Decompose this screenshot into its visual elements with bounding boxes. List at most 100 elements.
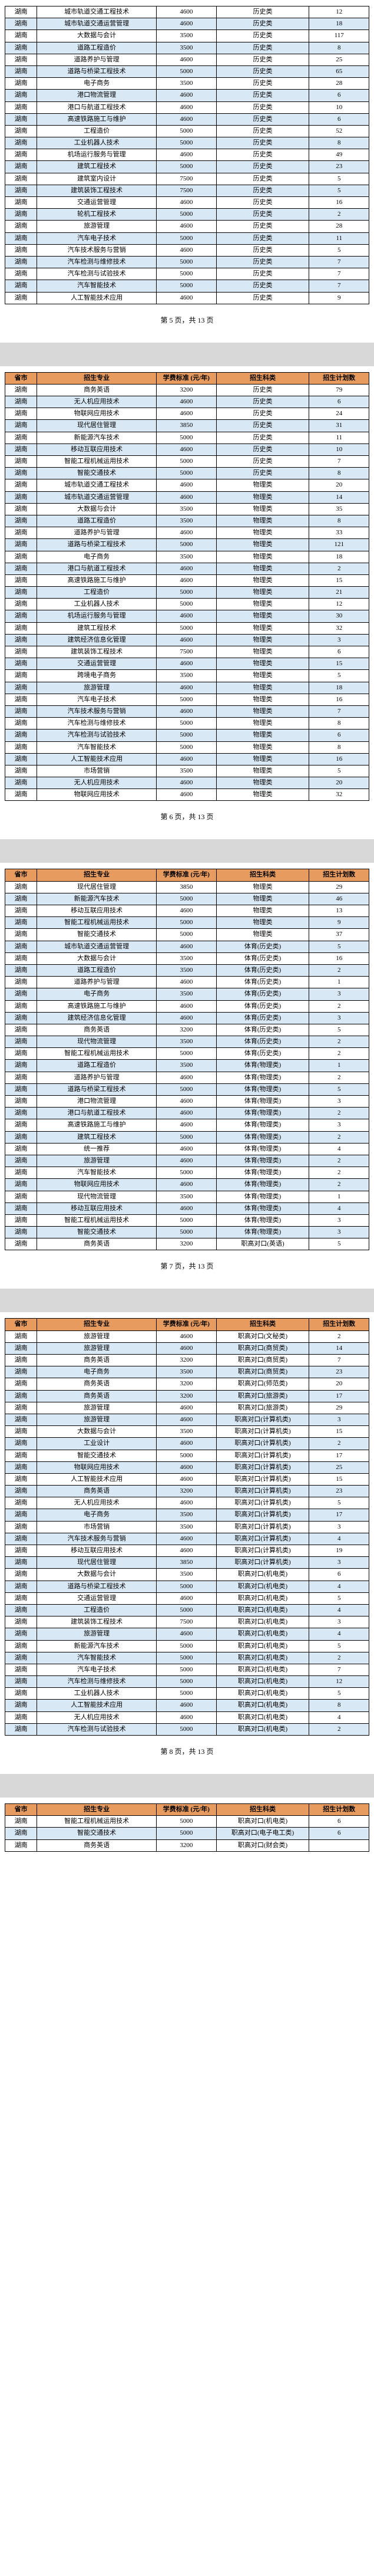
cell: 湖南 xyxy=(5,491,37,503)
cell: 体育(物理类) xyxy=(216,1083,309,1095)
cell: 机场运行服务与管理 xyxy=(37,149,157,161)
table-row: 湖南智能交通技术5000体育(物理类)3 xyxy=(5,1227,369,1238)
cell: 物理类 xyxy=(216,682,309,694)
cell: 79 xyxy=(309,384,369,396)
cell: 湖南 xyxy=(5,753,37,765)
cell: 18 xyxy=(309,18,369,30)
table-row: 湖南工业机器人技术5000职高对口(机电类)5 xyxy=(5,1688,369,1700)
cell: 智能工程机械运用技术 xyxy=(37,456,157,468)
header-major: 招生专业 xyxy=(37,372,157,384)
page-number: 第 6 页，共 13 页 xyxy=(5,811,369,822)
cell: 湖南 xyxy=(5,1711,37,1723)
table-row: 湖南旅游管理4600物理类18 xyxy=(5,682,369,694)
table-row: 湖南智能工程机械运用技术5000物理类9 xyxy=(5,917,369,929)
cell: 汽车检测与试验技术 xyxy=(37,268,157,280)
cell: 物理类 xyxy=(216,622,309,634)
cell: 汽车智能技术 xyxy=(37,1652,157,1664)
cell: 体育(物理类) xyxy=(216,1108,309,1119)
cell: 职高对口(机电类) xyxy=(216,1640,309,1652)
cell: 湖南 xyxy=(5,515,37,527)
cell: 湖南 xyxy=(5,1592,37,1604)
cell: 4600 xyxy=(157,101,216,113)
cell: 物理类 xyxy=(216,610,309,622)
table-row: 湖南旅游管理4600历史类28 xyxy=(5,221,369,232)
cell: 4600 xyxy=(157,396,216,408)
header-fee: 学费标准 (元/年) xyxy=(157,869,216,881)
cell: 新能源汽车技术 xyxy=(37,1640,157,1652)
cell: 28 xyxy=(309,221,369,232)
cell: 大数据与会计 xyxy=(37,1426,157,1438)
page: 湖南城市轨道交通工程技术4600历史类12湖南城市轨道交通运营管理4600历史类… xyxy=(0,0,374,343)
cell: 4600 xyxy=(157,682,216,694)
header-fee: 学费标准 (元/年) xyxy=(157,372,216,384)
cell: 职高对口(财会类) xyxy=(216,1839,309,1851)
cell: 职高对口(电子电工类) xyxy=(216,1828,309,1839)
cell: 4600 xyxy=(157,1000,216,1012)
page-number: 第 8 页，共 13 页 xyxy=(5,1746,369,1756)
cell: 湖南 xyxy=(5,42,37,54)
table-row: 湖南商务英语3200职高对口(财会类) xyxy=(5,1839,369,1851)
cell: 物联网应用技术 xyxy=(37,789,157,801)
cell: 物理类 xyxy=(216,479,309,491)
cell: 汽车智能技术 xyxy=(37,741,157,753)
table-row: 湖南旅游管理4600体育(物理类)2 xyxy=(5,1155,369,1167)
cell: 道路与桥梁工程技术 xyxy=(37,1581,157,1592)
cell: 4 xyxy=(309,1581,369,1592)
cell: 物理类 xyxy=(216,539,309,551)
cell: 3200 xyxy=(157,1355,216,1366)
cell: 5 xyxy=(309,670,369,682)
cell: 24 xyxy=(309,408,369,420)
table-row: 湖南现代居住管理3850职高对口(计算机类)3 xyxy=(5,1557,369,1569)
table-row: 湖南旅游管理4600职高对口(商贸类)14 xyxy=(5,1342,369,1354)
cell: 6 xyxy=(309,396,369,408)
cell: 湖南 xyxy=(5,622,37,634)
cell: 3500 xyxy=(157,988,216,1000)
cell: 电子商务 xyxy=(37,551,157,563)
cell: 人工智能技术应用 xyxy=(37,1700,157,1711)
cell: 职高对口(计算机类) xyxy=(216,1461,309,1473)
cell: 2 xyxy=(309,1167,369,1179)
cell: 6 xyxy=(309,1816,369,1828)
cell: 职高对口(计算机类) xyxy=(216,1438,309,1450)
cell: 5000 xyxy=(157,1083,216,1095)
cell: 湖南 xyxy=(5,232,37,244)
table-row: 湖南高速铁路施工与维护4600体育(历史类)2 xyxy=(5,1000,369,1012)
cell: 体育(物理类) xyxy=(216,1167,309,1179)
cell: 现代居住管理 xyxy=(37,881,157,893)
cell: 湖南 xyxy=(5,6,37,18)
table-row: 湖南新能源汽车技术5000职高对口(机电类)5 xyxy=(5,1640,369,1652)
enrollment-table: 省市招生专业学费标准 (元/年)招生科类招生计划数湖南现代居住管理3850物理类… xyxy=(5,869,369,1250)
cell: 湖南 xyxy=(5,730,37,741)
cell: 4600 xyxy=(157,292,216,304)
cell: 湖南 xyxy=(5,197,37,209)
cell: 物理类 xyxy=(216,587,309,599)
cell: 湖南 xyxy=(5,161,37,173)
cell: 建筑工程技术 xyxy=(37,622,157,634)
cell: 4600 xyxy=(157,90,216,101)
cell: 历史类 xyxy=(216,468,309,479)
cell: 4600 xyxy=(157,1461,216,1473)
page: 省市招生专业学费标准 (元/年)招生科类招生计划数湖南商务英语3200历史类79… xyxy=(0,366,374,840)
cell: 5 xyxy=(309,1024,369,1036)
cell: 4600 xyxy=(157,1072,216,1083)
table-row: 湖南商务英语3200职高对口(师范类)20 xyxy=(5,1378,369,1390)
cell: 5000 xyxy=(157,280,216,292)
cell: 湖南 xyxy=(5,1167,37,1179)
table-row: 湖南道路养护与管理4600体育(物理类)2 xyxy=(5,1072,369,1083)
cell: 3 xyxy=(309,1096,369,1108)
cell: 大数据与会计 xyxy=(37,952,157,964)
cell: 职高对口(文秘类) xyxy=(216,1330,309,1342)
cell: 旅游管理 xyxy=(37,1330,157,1342)
cell: 湖南 xyxy=(5,1378,37,1390)
cell: 职高对口(计算机类) xyxy=(216,1486,309,1497)
cell: 历史类 xyxy=(216,149,309,161)
cell: 20 xyxy=(309,479,369,491)
cell: 5 xyxy=(309,173,369,185)
cell: 8 xyxy=(309,1700,369,1711)
cell: 物理类 xyxy=(216,515,309,527)
cell: 历史类 xyxy=(216,18,309,30)
cell: 8 xyxy=(309,515,369,527)
cell: 汽车智能技术 xyxy=(37,280,157,292)
cell: 湖南 xyxy=(5,1072,37,1083)
cell: 4600 xyxy=(157,491,216,503)
